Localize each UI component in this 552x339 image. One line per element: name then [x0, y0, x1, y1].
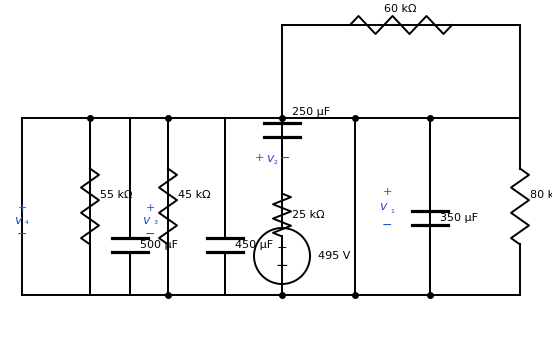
Text: −: − — [382, 219, 392, 232]
Text: −: − — [275, 258, 288, 273]
Text: +: + — [383, 187, 392, 197]
Text: −: − — [17, 227, 27, 240]
Text: +: + — [277, 241, 287, 254]
Text: +: + — [17, 203, 26, 213]
Text: 60 kΩ: 60 kΩ — [384, 4, 416, 14]
Text: v: v — [379, 200, 387, 214]
Text: ₄: ₄ — [25, 216, 29, 226]
Text: v: v — [142, 215, 150, 227]
Text: 495 V: 495 V — [318, 251, 351, 261]
Text: 80 kΩ: 80 kΩ — [530, 190, 552, 200]
Text: 55 kΩ: 55 kΩ — [100, 190, 132, 200]
Text: 45 kΩ: 45 kΩ — [178, 190, 211, 200]
Text: 500 μF: 500 μF — [140, 240, 178, 250]
Text: −: − — [145, 227, 155, 240]
Text: v: v — [14, 215, 22, 227]
Text: ₁: ₁ — [390, 205, 394, 215]
Text: 25 kΩ: 25 kΩ — [292, 210, 325, 220]
Text: ₂: ₂ — [274, 156, 278, 166]
Text: ₃: ₃ — [153, 216, 157, 226]
Text: 450 μF: 450 μF — [235, 240, 273, 250]
Text: 350 μF: 350 μF — [440, 213, 478, 223]
Text: 250 μF: 250 μF — [292, 107, 330, 117]
Text: −: − — [280, 152, 290, 164]
Text: +: + — [145, 203, 155, 213]
Text: +: + — [254, 153, 264, 163]
Text: v: v — [266, 152, 273, 164]
